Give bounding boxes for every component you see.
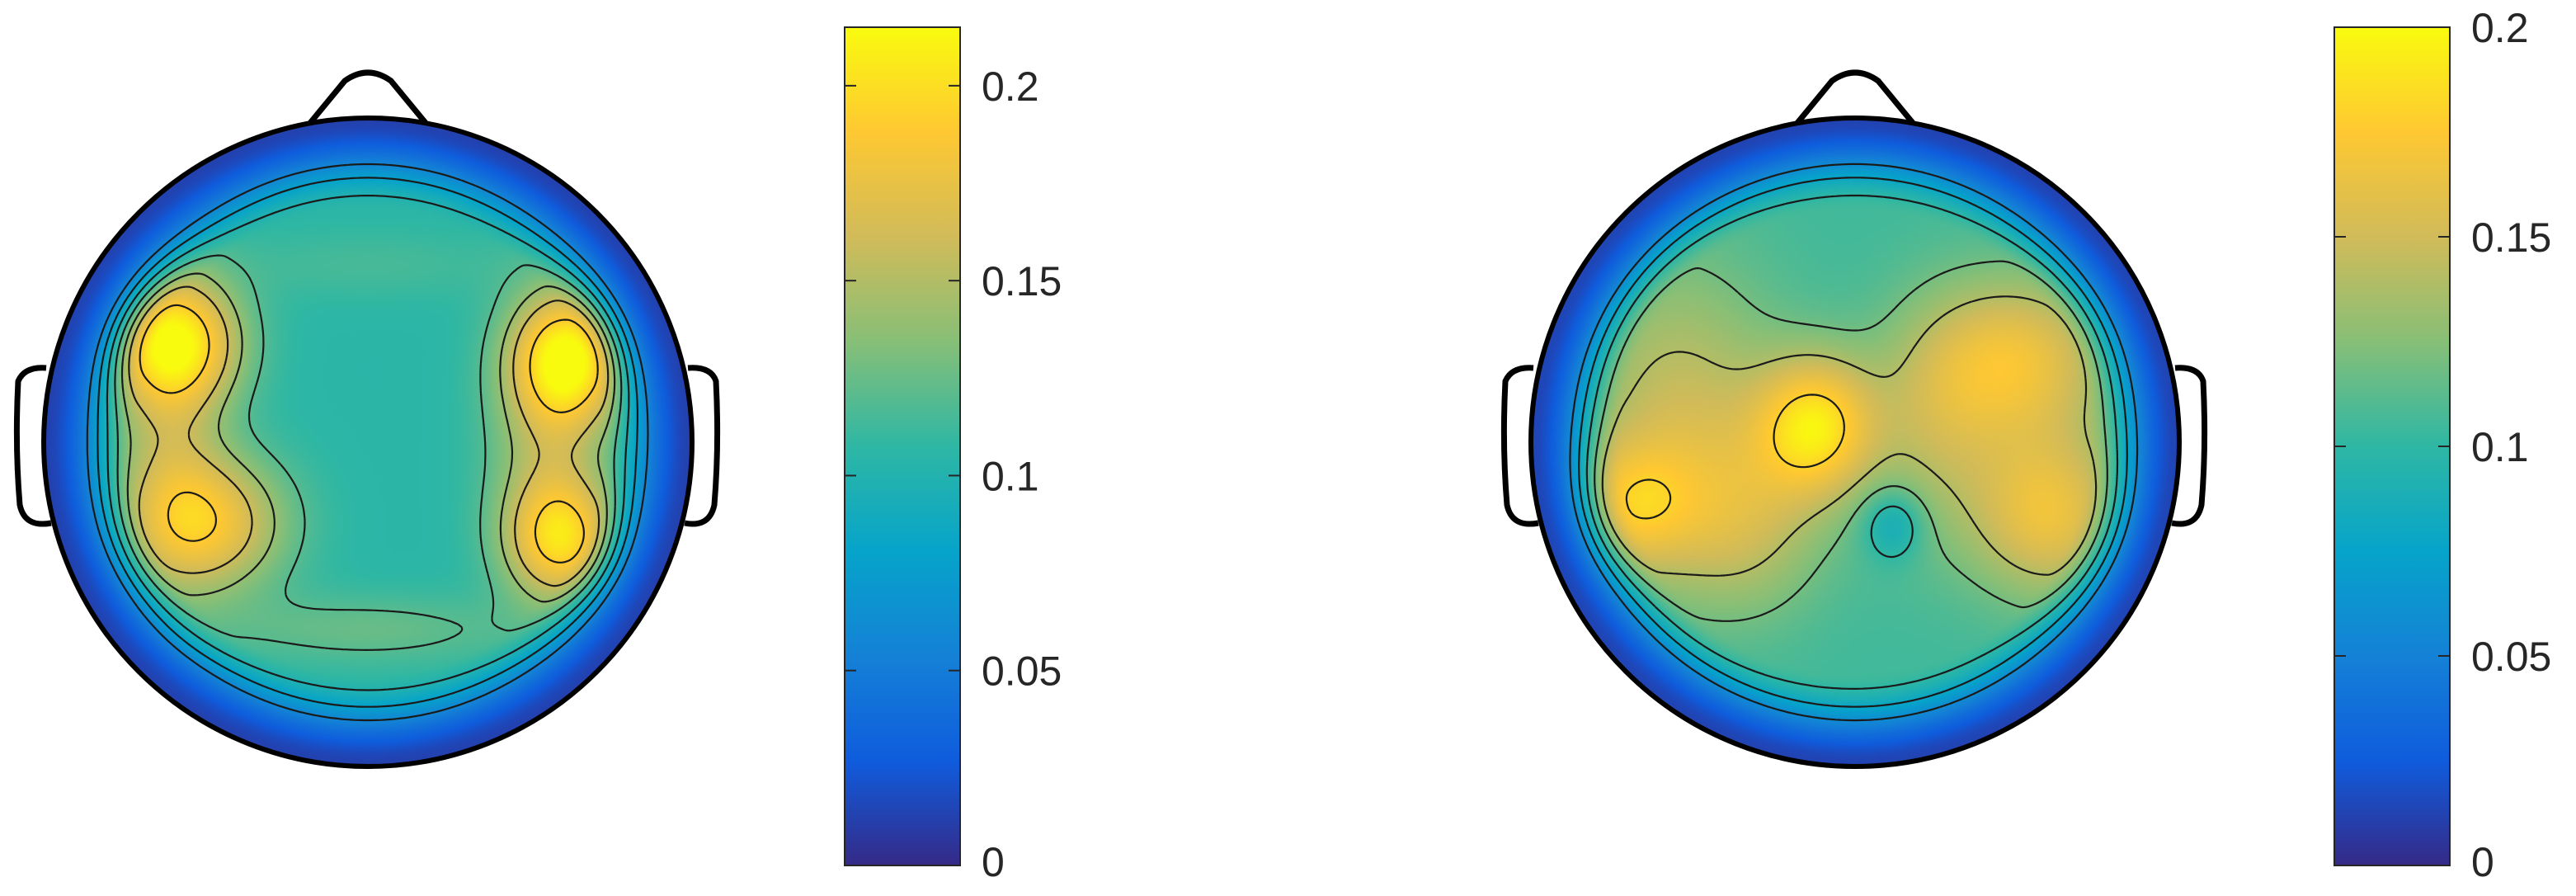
contour-line-6 (128, 285, 610, 587)
colorbar-1-frame (844, 26, 961, 866)
topoplot-1-map (44, 118, 692, 766)
contour-line-4 (114, 254, 623, 651)
nose-outline (1795, 69, 1915, 125)
head-outline (1528, 116, 2182, 769)
colorbar-tick-label: 0.2 (2471, 5, 2529, 51)
colorbar-2-ticks: 0 0.05 0.1 0.15 0.2 (2334, 5, 2551, 885)
topoplot-2-contours (1569, 163, 2139, 722)
colorbar-tick-label: 0.05 (2471, 634, 2551, 680)
contour-line-5 (120, 272, 616, 603)
colorbar-1-ticks: 0 0.05 0.1 0.15 0.2 (845, 64, 1062, 885)
contour-line-3 (1585, 194, 2119, 690)
topoplot-1-contours (86, 163, 649, 722)
contour-line-2 (97, 177, 638, 708)
topoplot-1-heatmap (44, 118, 692, 766)
colorbar-2: 0 0.05 0.1 0.15 0.2 (2333, 5, 2551, 885)
contour-line-2 (1578, 177, 2128, 708)
colorbar-tick-label: 0.2 (982, 64, 1039, 110)
topoplot-2 (1500, 69, 2208, 769)
nose-outline (308, 69, 428, 125)
colorbar-tick-label: 0.05 (982, 648, 1062, 695)
topoplot-2-map (1531, 118, 2179, 766)
colorbar-tick-label: 0 (982, 839, 1005, 885)
colorbar-1: 0 0.05 0.1 0.15 0.2 (844, 26, 1062, 885)
right-ear-outline (684, 365, 721, 527)
colorbar-tick-label: 0.1 (2471, 424, 2529, 470)
topoplot-2-heatmap (1531, 118, 2179, 766)
head-outline (41, 116, 695, 769)
contour-line-1 (1569, 163, 2139, 722)
contour-line-5 (1601, 295, 2098, 577)
contour-line-1 (86, 163, 649, 722)
contour-line-4 (1594, 260, 2108, 622)
contour-line-3 (106, 195, 630, 691)
colorbar-tick-label: 0.15 (982, 258, 1062, 304)
colorbar-1-gradient (845, 27, 960, 865)
colorbar-2-gradient (2334, 27, 2450, 865)
contour-line-7 (139, 304, 599, 564)
colorbar-tick-label: 0 (2471, 839, 2494, 885)
right-ear-outline (2171, 365, 2208, 527)
contour-line-6 (1625, 394, 1845, 520)
colorbar-tick-label: 0.15 (2471, 215, 2551, 261)
left-ear-outline (1500, 365, 1539, 527)
colorbar-tick-label: 0.1 (982, 453, 1039, 499)
topoplot-1 (13, 69, 721, 769)
left-ear-outline (13, 365, 52, 527)
